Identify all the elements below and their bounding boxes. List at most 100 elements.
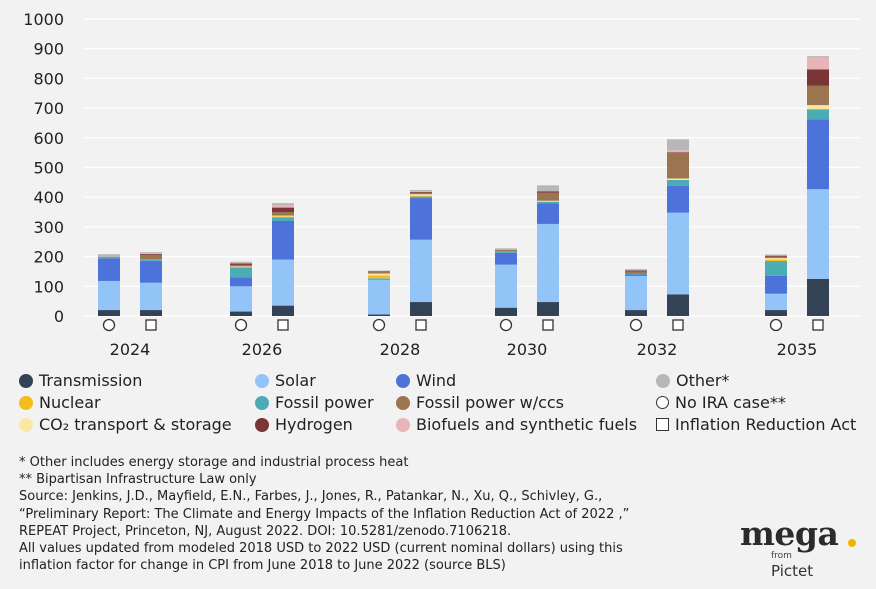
legend-swatch	[255, 373, 269, 388]
legend-swatch	[19, 395, 33, 410]
bar-segment	[807, 109, 829, 120]
legend-item-fossil-power: Fossil power	[255, 393, 374, 412]
bar-segment	[807, 69, 829, 86]
bar-segment	[140, 254, 162, 260]
bar-segment	[765, 261, 787, 276]
legend-swatch	[255, 395, 269, 410]
bar-segment	[495, 307, 517, 316]
bar-segment	[140, 253, 162, 254]
bar-segment	[140, 252, 162, 254]
bar-segment	[98, 280, 120, 311]
bar-segment	[410, 191, 432, 193]
square-marker-icon	[145, 319, 157, 331]
y-tick-label: 0	[54, 307, 64, 326]
bar-segment	[537, 203, 559, 224]
y-tick-label: 400	[33, 188, 64, 207]
logo-dot-icon	[848, 539, 856, 547]
bar-segment	[765, 310, 787, 316]
note-line: ** Bipartisan Infrastructure Law only	[19, 472, 257, 488]
bar-case-markers	[102, 318, 824, 332]
bar-segment	[272, 205, 294, 208]
bar-segment	[495, 264, 517, 308]
circle-marker-icon	[656, 396, 669, 409]
legend-item-no-ira: No IRA case**	[656, 393, 786, 412]
bar-segment	[140, 260, 162, 283]
legend-item-co2: CO₂ transport & storage	[19, 415, 232, 434]
square-marker-icon	[656, 418, 669, 431]
y-tick-label: 1000	[23, 10, 64, 29]
square-marker-icon	[277, 319, 289, 331]
legend-label: Wind	[416, 371, 457, 390]
bar-segment	[230, 277, 252, 287]
bar-segment	[410, 192, 432, 195]
note-line: inflation factor for change in CPI from …	[19, 558, 506, 574]
bar-segment	[667, 178, 689, 180]
bar-segment	[765, 259, 787, 262]
bar-segment	[98, 256, 120, 259]
bar-segment	[98, 254, 120, 257]
bar-segment	[625, 274, 647, 276]
bar-segment	[807, 105, 829, 109]
bar-segment	[368, 272, 390, 274]
bar-segment	[272, 212, 294, 216]
bar-segment	[495, 249, 517, 252]
bar-segment	[807, 108, 829, 110]
bar-segment	[368, 275, 390, 279]
bar-segment	[625, 271, 647, 274]
bar-segment	[667, 185, 689, 213]
legend-label: Solar	[275, 371, 316, 390]
bar-segment	[537, 192, 559, 201]
note-line: REPEAT Project, Princeton, NJ, August 20…	[19, 523, 512, 539]
bar-segment	[765, 258, 787, 260]
bar-segment	[230, 266, 252, 267]
bar-segment	[667, 139, 689, 151]
y-tick-label: 300	[33, 218, 64, 237]
bar-segment	[625, 310, 647, 316]
legend-item-hydrogen: Hydrogen	[255, 415, 353, 434]
x-tick-label: 2028	[380, 340, 421, 359]
bar-segment	[537, 200, 559, 202]
bar-segment	[98, 258, 120, 281]
bar-segment	[537, 191, 559, 193]
bar-segment	[625, 275, 647, 311]
chart-gridlines	[84, 18, 860, 317]
legend-label: Nuclear	[39, 393, 101, 412]
bar-segment	[410, 198, 432, 240]
legend-item-nuclear: Nuclear	[19, 393, 101, 412]
bar-segment	[368, 270, 390, 272]
legend-label: CO₂ transport & storage	[39, 415, 232, 434]
x-axis-labels: 2024 2026 2028 2030 2032 2035	[110, 340, 818, 359]
x-tick-label: 2032	[637, 340, 678, 359]
bar-segment	[410, 194, 432, 196]
circle-marker-icon	[234, 318, 248, 332]
bar-segment	[272, 220, 294, 260]
bar-segment	[230, 263, 252, 265]
bar-segment	[368, 279, 390, 315]
bar-segment	[272, 216, 294, 218]
bar-segment	[537, 302, 559, 316]
bar-segment	[230, 311, 252, 316]
bar-segment	[807, 56, 829, 58]
x-tick-label: 2030	[507, 340, 548, 359]
bar-segment	[667, 153, 689, 179]
circle-marker-icon	[499, 318, 513, 332]
bar-segment	[807, 278, 829, 316]
legend-swatch	[255, 417, 269, 432]
legend-swatch	[396, 373, 410, 388]
logo-wordmark: mega	[740, 514, 839, 553]
bar-segment	[230, 267, 252, 278]
chart-notes: * Other includes energy storage and indu…	[19, 454, 699, 574]
bar-segment	[368, 278, 390, 280]
bar-segment	[230, 261, 252, 263]
y-tick-label: 700	[33, 99, 64, 118]
bar-segment	[625, 269, 647, 271]
chart-legend: Transmission Solar Wind Other* Nuclear F…	[0, 368, 876, 438]
square-marker-icon	[812, 319, 824, 331]
legend-label: Biofuels and synthetic fuels	[416, 415, 638, 434]
bar-segment	[230, 262, 252, 264]
bar-segment	[272, 207, 294, 213]
y-tick-label: 100	[33, 277, 64, 296]
legend-item-ira: Inflation Reduction Act	[656, 415, 856, 434]
bar-segment	[625, 273, 647, 275]
